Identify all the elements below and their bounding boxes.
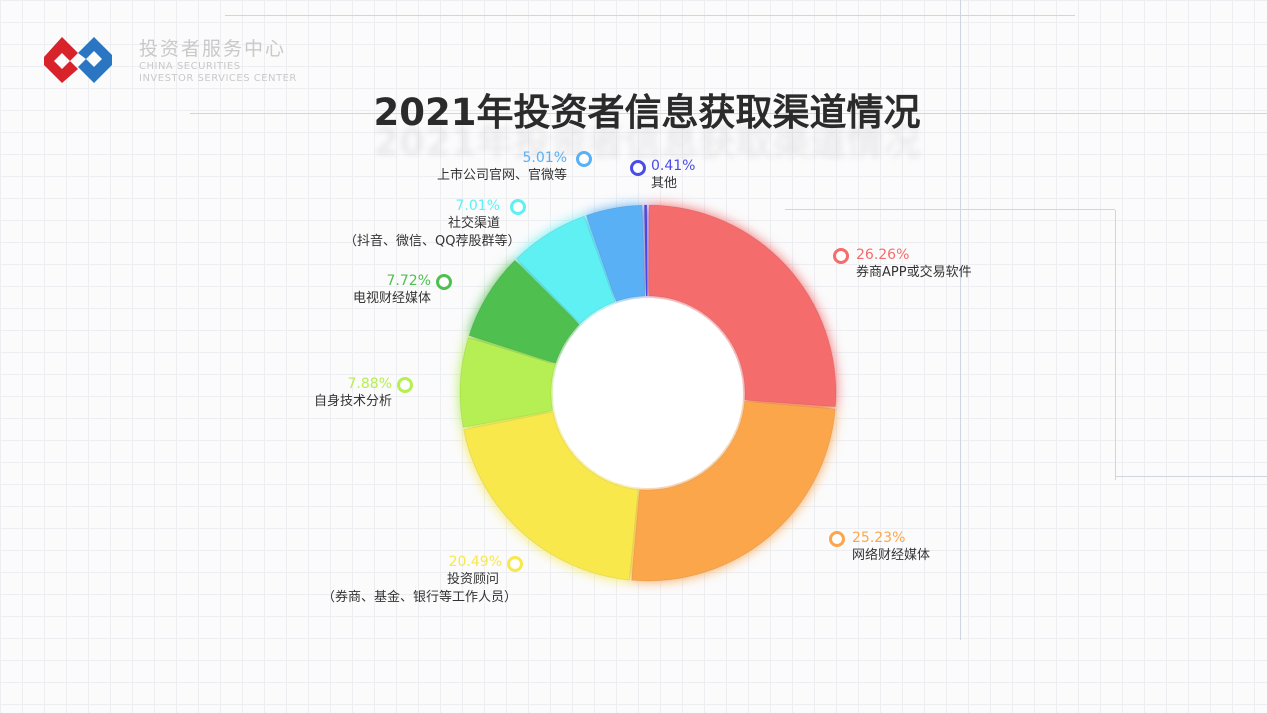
donut-slice-7 — [643, 204, 648, 297]
slice-marker-0 — [833, 248, 849, 264]
grid-decor-line — [960, 0, 961, 640]
name-slice-0: 券商APP或交易软件 — [856, 265, 972, 280]
label-slice-4: 7.72% 电视财经媒体 — [353, 273, 431, 307]
pct-slice-5: 7.01% — [455, 198, 500, 214]
name-slice-4: 电视财经媒体 — [352, 291, 431, 306]
name-slice-3: 自身技术分析 — [313, 394, 392, 409]
slice-marker-6 — [576, 151, 592, 167]
slice-marker-3 — [397, 377, 413, 393]
donut-slice-1 — [631, 400, 836, 582]
sublabel-slice-2: （券商、基金、银行等工作人员） — [322, 590, 518, 605]
slice-marker-7 — [630, 160, 646, 176]
pct-slice-4: 7.72% — [386, 273, 431, 289]
label-slice-1: 25.23% 网络财经媒体 — [852, 530, 930, 564]
donut-slice-5 — [515, 215, 616, 325]
label-slice-3: 7.88% 自身技术分析 — [314, 376, 392, 410]
grid-decor-line — [785, 209, 1115, 210]
donut-slice-3 — [459, 337, 556, 429]
label-slice-5: 7.01% 社交渠道 — [448, 198, 500, 232]
slice-marker-5 — [510, 199, 526, 215]
pct-slice-7: 0.41% — [651, 158, 696, 174]
pct-slice-0: 26.26% — [856, 247, 910, 263]
slice-marker-2 — [507, 556, 523, 572]
label-slice-6: 5.01% 上市公司官网、官微等 — [437, 150, 567, 184]
title-reflection: 2021年投资者信息获取渠道情况 — [373, 121, 921, 164]
donut-slice-0 — [648, 204, 837, 408]
grid-decor-line — [225, 15, 1075, 16]
grid-decor-line — [1115, 476, 1267, 477]
donut-slice-2 — [463, 411, 639, 581]
slice-marker-1 — [829, 531, 845, 547]
org-name-en-2: INVESTOR SERVICES CENTER — [139, 73, 297, 84]
pct-slice-1: 25.23% — [852, 530, 906, 546]
label-slice-0: 26.26% 券商APP或交易软件 — [856, 247, 972, 281]
slice-marker-4 — [436, 274, 452, 290]
donut-hole — [553, 298, 743, 488]
logo-icon — [44, 37, 112, 83]
sublabel-slice-5: （抖音、微信、QQ荐股群等） — [344, 234, 521, 249]
label-slice-2: 20.49% — [449, 554, 502, 571]
label-slice-7: 0.41% 其他 — [651, 158, 695, 192]
chart-title: 2021年投资者信息获取渠道情况 — [373, 91, 921, 134]
donut-slice-6 — [585, 204, 646, 303]
name-slice-1: 网络财经媒体 — [852, 548, 931, 563]
org-name: 投资者服务中心 CHINA SECURITIES INVESTOR SERVIC… — [139, 34, 297, 85]
donut-slice-4 — [468, 259, 581, 364]
name-slice-6: 上市公司官网、官微等 — [436, 168, 567, 183]
grid-decor-line — [190, 113, 1267, 114]
name-slice-7: 其他 — [651, 176, 678, 191]
pct-slice-6: 5.01% — [522, 150, 567, 166]
org-name-cn: 投资者服务中心 — [139, 38, 287, 60]
name-slice-2: 投资顾问 — [447, 572, 500, 587]
pct-slice-2: 20.49% — [448, 554, 502, 570]
pct-slice-3: 7.88% — [347, 376, 392, 392]
name-slice-5: 社交渠道 — [447, 216, 500, 231]
org-name-en-1: CHINA SECURITIES — [139, 61, 241, 72]
grid-decor-line — [1115, 210, 1116, 480]
